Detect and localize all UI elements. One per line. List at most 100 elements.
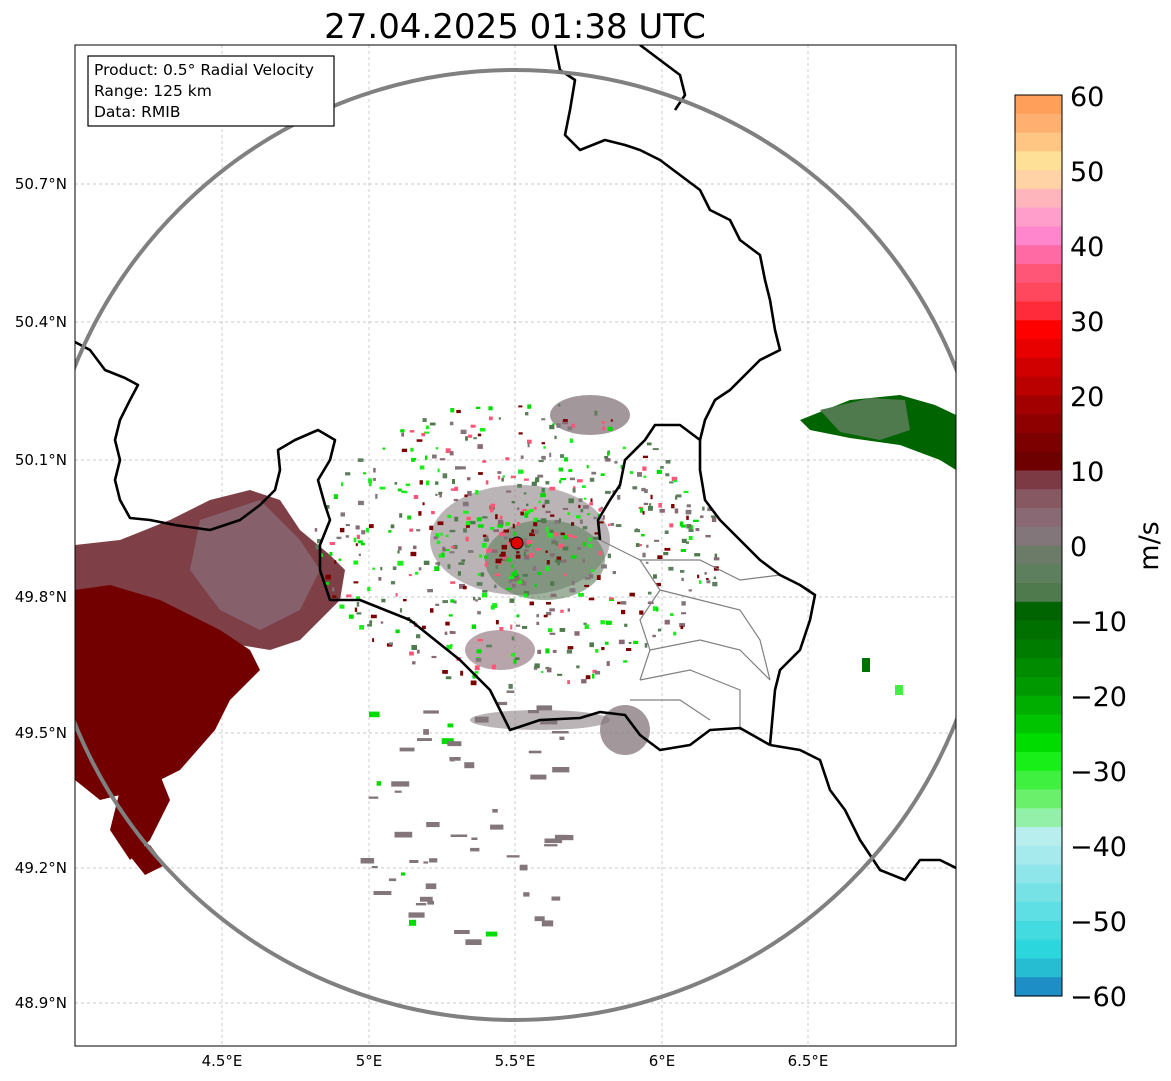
echo-speckle [473, 596, 476, 601]
colorbar-segment [1015, 301, 1062, 321]
echo-speckle [449, 529, 456, 533]
echo-speckle [371, 866, 378, 869]
echo-speckle [329, 551, 333, 556]
echo-speckle [401, 432, 405, 437]
clutter-southeast [600, 705, 650, 755]
echo-speckle [394, 790, 402, 793]
echo-speckle [346, 594, 352, 598]
colorbar-segment [1015, 751, 1062, 772]
echo-speckle [547, 628, 553, 633]
echo-speckle [409, 651, 414, 656]
echo-speckle [602, 426, 606, 431]
map-content [75, 45, 956, 1046]
echo-speckle [522, 573, 528, 577]
colorbar-segment [1015, 395, 1062, 415]
echo-speckle [523, 492, 527, 495]
echo-speckle [612, 571, 616, 575]
echo-speckle [471, 837, 478, 840]
lat-tick-label: 49.2°N [15, 859, 67, 877]
echo-speckle [465, 536, 469, 542]
echo-speckle [601, 421, 606, 424]
echo-speckle [475, 599, 478, 602]
echo-speckle [681, 577, 684, 582]
echo-speckle [436, 540, 441, 545]
echo-speckle [536, 614, 539, 618]
echo-speckle [426, 480, 429, 486]
echo-speckle [442, 600, 448, 604]
echo-speckle [394, 482, 398, 485]
echo-speckle [688, 589, 692, 592]
echo-speckle [450, 408, 455, 413]
lat-tick-label: 50.1°N [15, 451, 67, 469]
echo-speckle [541, 442, 545, 445]
echo-speckle [453, 545, 458, 549]
echo-speckle [453, 600, 457, 604]
echo-speckle [425, 883, 437, 890]
echo-west-tail [110, 775, 170, 860]
echo-speckle [664, 619, 670, 625]
echo-speckle [495, 514, 498, 520]
echo-speckle [467, 490, 472, 496]
echo-speckle [490, 503, 495, 508]
echo-speckle [541, 418, 546, 421]
echo-speckle [357, 458, 364, 462]
echo-speckle [388, 878, 397, 882]
echo-speckle [317, 539, 321, 544]
echo-speckle [357, 540, 363, 544]
echo-east-band-light [820, 398, 910, 440]
echo-speckle [524, 554, 530, 560]
echo-speckle [470, 847, 480, 852]
echo-speckle [529, 532, 535, 537]
echo-speckle [499, 627, 504, 631]
colorbar-tick-label: −20 [1070, 682, 1127, 713]
echo-speckle [632, 486, 638, 490]
echo-speckle [416, 634, 421, 639]
echo-speckle [591, 471, 597, 475]
echo-speckle [686, 524, 692, 529]
echo-speckle [617, 601, 621, 605]
info-source: Data: RMIB [94, 103, 181, 121]
echo-speckle [485, 535, 489, 540]
echo-speckle [663, 552, 669, 556]
colorbar-segment [1015, 545, 1062, 565]
echo-speckle [345, 472, 351, 476]
radar-site-marker[interactable] [510, 536, 524, 550]
echo-speckle [674, 508, 679, 514]
echo-speckle [585, 675, 591, 680]
echo-speckle [589, 502, 594, 506]
echo-speckle [642, 455, 648, 459]
colorbar-segment [1015, 808, 1062, 828]
echo-speckle [550, 593, 557, 597]
echo-speckle [506, 557, 511, 562]
colorbar-segment [1015, 207, 1062, 227]
echo-speckle [536, 519, 543, 522]
echo-speckle [559, 628, 566, 632]
colorbar-segment [1015, 789, 1062, 809]
echo-speckle [442, 670, 448, 674]
echo-speckle [520, 455, 524, 459]
echo-speckle [511, 583, 516, 588]
echo-speckle [345, 535, 350, 538]
echo-speckle [439, 458, 446, 461]
echo-speckle [560, 454, 565, 458]
echo-speckle [421, 625, 426, 630]
echo-speckle [339, 527, 345, 533]
echo-speckle [646, 442, 652, 446]
echo-speckle [656, 607, 659, 612]
echo-speckle [413, 495, 419, 499]
echo-speckle [418, 567, 422, 571]
echo-speckle [581, 679, 587, 684]
echo-speckle [513, 659, 517, 664]
echo-speckle [431, 511, 435, 515]
colorbar-frame [1014, 94, 1063, 997]
echo-speckle [365, 527, 369, 533]
echo-speckle [560, 609, 564, 613]
echo-speckle [397, 488, 402, 492]
info-product: Product: 0.5° Radial Velocity [94, 61, 314, 79]
echo-speckle [524, 512, 529, 518]
lon-tick-label: 6.5°E [788, 1052, 829, 1070]
echo-speckle [403, 599, 407, 602]
echo-speckle [403, 491, 408, 494]
echo-speckle [511, 564, 514, 568]
echo-speckle [537, 474, 544, 478]
